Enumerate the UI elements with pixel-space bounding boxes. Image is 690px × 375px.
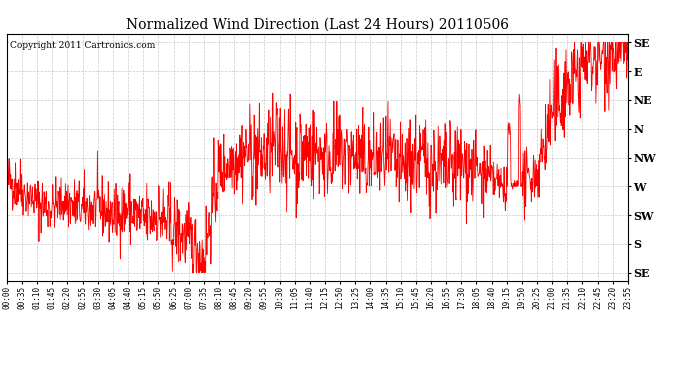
Title: Normalized Wind Direction (Last 24 Hours) 20110506: Normalized Wind Direction (Last 24 Hours… xyxy=(126,17,509,31)
Text: Copyright 2011 Cartronics.com: Copyright 2011 Cartronics.com xyxy=(10,41,155,50)
